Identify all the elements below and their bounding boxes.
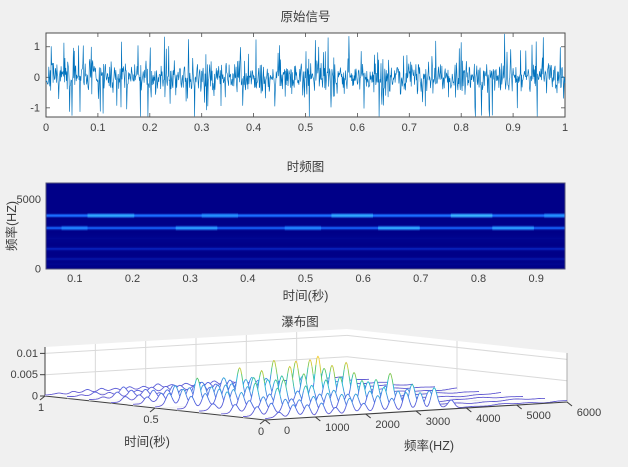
- waterfall-freq-axis: [264, 401, 573, 425]
- spectrogram-xtick-label: 0.4: [240, 273, 255, 285]
- spectrogram-xtick-label: 0.9: [529, 273, 544, 285]
- spectrogram-xtick-label: 0.2: [125, 273, 140, 285]
- waterfall-xtick-label: 0: [284, 425, 290, 437]
- signal-waveform: [45, 33, 566, 117]
- spectrogram-axes-box: [45, 182, 566, 270]
- waterfall-ytick-label: 0.5: [143, 414, 158, 426]
- signal-plot-title: 原始信号: [280, 10, 331, 24]
- waterfall-traces: [44, 355, 567, 420]
- signal-xtick-label: 1: [562, 122, 568, 134]
- spectrogram-title: 时频图: [286, 160, 325, 174]
- signal-xtick-label: 0.6: [350, 122, 365, 134]
- spectrogram-xtick-label: 0.3: [183, 273, 198, 285]
- signal-xtick-label: 0.9: [505, 122, 520, 134]
- signal-xtick-label: 0.4: [246, 122, 261, 134]
- spectrogram-xtick-label: 0.1: [67, 273, 82, 285]
- spectrogram-xtick-label: 0.7: [413, 273, 428, 285]
- waterfall-ytick-label: 1: [38, 402, 44, 414]
- signal-xtick-label: 0.1: [90, 122, 105, 134]
- waterfall-freq-axis-label: 频率(HZ): [404, 439, 454, 453]
- spectrogram-bands: [46, 212, 565, 268]
- waterfall-xtick-label: 6000: [577, 407, 601, 419]
- waterfall-xtick-label: 4000: [476, 413, 500, 425]
- signal-ytick-label: 1: [34, 41, 40, 53]
- waterfall-ytick-label: 0: [258, 426, 264, 438]
- spectrogram-xtick-label: 0.8: [471, 273, 486, 285]
- waterfall-ztick-label: 0.005: [10, 369, 38, 381]
- signal-xtick-label: 0.7: [402, 122, 417, 134]
- spectrogram-xlabel: 时间(秒): [282, 289, 329, 303]
- spectrogram-ytick-label: 5000: [17, 194, 41, 206]
- waterfall-plot: 0 0.005 0.01 1 0.5 0 0 1000 2000 3000 4000 5000 6000: [10, 329, 601, 438]
- waterfall-ztick-label: 0.01: [17, 348, 38, 360]
- waterfall-title: 瀑布图: [281, 315, 319, 329]
- signal-xtick-label: 0.2: [142, 122, 157, 134]
- waterfall-time-axis-label: 时间(秒): [124, 435, 170, 449]
- spectrogram-xtick-label: 0.6: [356, 273, 371, 285]
- spectrogram-plot: 0.1 0.2 0.3 0.4 0.5 0.6 0.7 0.8 0.9 0 5000: [17, 182, 566, 285]
- waterfall-ztick-label: 0: [32, 391, 38, 403]
- signal-xtick-label: 0.8: [454, 122, 469, 134]
- signal-ytick-label: 0: [34, 72, 40, 84]
- spectrogram-ylabel: 频率(HZ): [5, 201, 19, 251]
- spectrogram-ytick-label: 0: [35, 264, 41, 276]
- signal-xtick-label: 0.3: [194, 122, 209, 134]
- waterfall-gridlines: [44, 332, 568, 393]
- waterfall-xtick-label: 3000: [426, 416, 450, 428]
- waterfall-xtick-label: 5000: [526, 410, 550, 422]
- signal-xtick-label: 0.5: [298, 122, 313, 134]
- signal-plot: 0 0.1 0.2 0.3 0.4 0.5 0.6 0.7 0.8 0.9 1-101: [30, 32, 568, 134]
- signal-xtick-label: 0: [43, 122, 49, 134]
- signal-ticks: [45, 33, 566, 117]
- waterfall-xtick-label: 2000: [375, 419, 399, 431]
- waterfall-xtick-label: 1000: [325, 422, 349, 434]
- signal-ytick-label: -1: [30, 102, 40, 114]
- spectrogram-xtick-label: 0.5: [298, 273, 313, 285]
